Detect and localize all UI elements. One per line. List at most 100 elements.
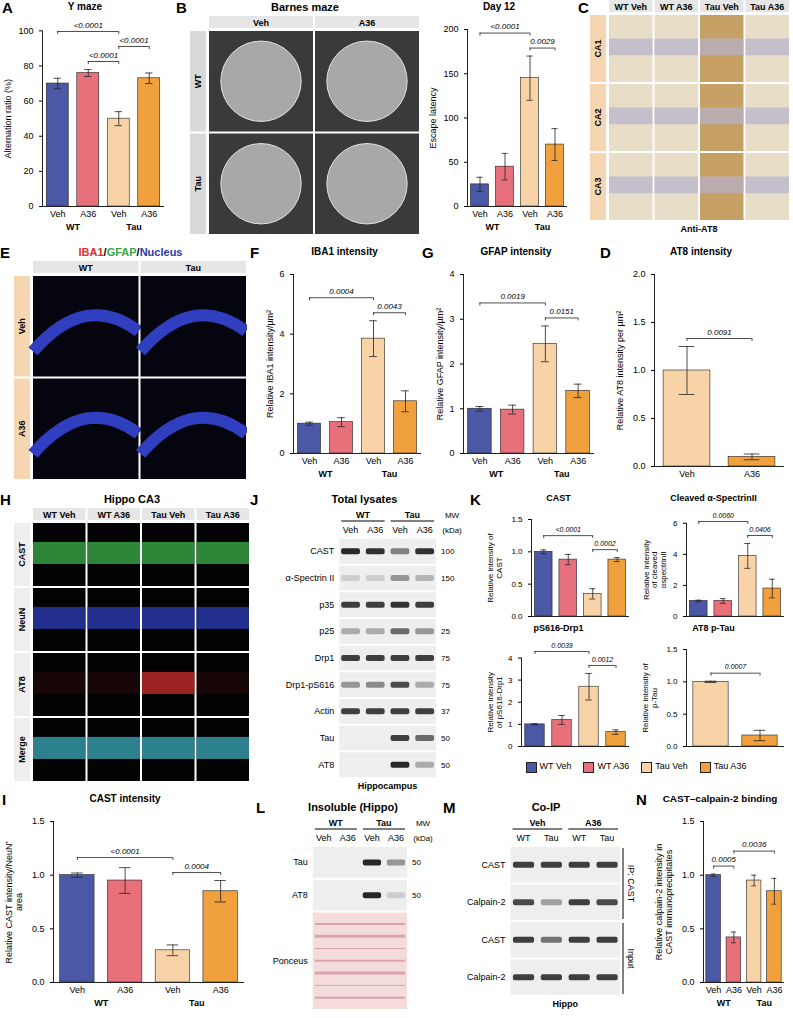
svg-text:WT: WT (94, 998, 108, 1008)
svg-text:0.5: 0.5 (633, 413, 646, 423)
svg-text:0.0005: 0.0005 (712, 855, 737, 864)
svg-text:A36: A36 (367, 525, 383, 535)
svg-text:(kDa): (kDa) (413, 834, 433, 843)
svg-text:0.0060: 0.0060 (713, 512, 735, 519)
svg-text:Tau A36: Tau A36 (750, 2, 784, 12)
svg-text:Tau: Tau (757, 998, 772, 1008)
svg-text:WT A36: WT A36 (660, 2, 693, 12)
svg-text:p35: p35 (319, 600, 334, 610)
svg-text:WT: WT (356, 510, 370, 520)
svg-text:CA2: CA2 (593, 108, 603, 126)
svg-text:Veh: Veh (529, 818, 545, 828)
svg-text:2: 2 (449, 359, 454, 369)
svg-text:0.0029: 0.0029 (530, 37, 555, 46)
svg-text:0.0036: 0.0036 (742, 840, 767, 849)
svg-text:50: 50 (412, 858, 421, 867)
svg-text:<0.0001: <0.0001 (74, 21, 103, 30)
svg-text:0: 0 (673, 612, 678, 621)
svg-text:0: 0 (279, 448, 284, 458)
svg-text:A36: A36 (766, 985, 782, 995)
svg-text:Insoluble (Hippo): Insoluble (Hippo) (308, 801, 398, 813)
svg-text:Calpain-2: Calpain-2 (467, 972, 506, 982)
svg-text:Veh: Veh (364, 833, 380, 843)
svg-text:Veh: Veh (165, 985, 181, 995)
svg-text:Relative intensity ofp-Tau: Relative intensity ofp-Tau (641, 663, 659, 733)
svg-text:0.5: 0.5 (511, 580, 523, 589)
svg-text:0.0091: 0.0091 (707, 328, 731, 337)
svg-text:CAST: CAST (482, 935, 507, 945)
svg-text:60: 60 (23, 96, 33, 106)
svg-text:Veh: Veh (746, 985, 762, 995)
svg-text:0.0012: 0.0012 (592, 656, 614, 663)
svg-text:25: 25 (441, 627, 450, 636)
svg-text:WT: WT (66, 222, 80, 232)
svg-text:Tau: Tau (189, 998, 204, 1008)
svg-text:WT: WT (517, 833, 531, 843)
svg-text:<0.0001: <0.0001 (89, 51, 118, 60)
svg-text:Merge: Merge (17, 736, 27, 763)
svg-text:0.0: 0.0 (32, 977, 45, 987)
svg-text:Relative AT8 intensity per µm²: Relative AT8 intensity per µm² (615, 311, 625, 431)
svg-text:Tau Veh: Tau Veh (151, 510, 185, 520)
svg-text:Veh: Veh (316, 833, 332, 843)
svg-text:Tau: Tau (405, 510, 420, 520)
svg-text:0.5: 0.5 (682, 924, 695, 934)
svg-text:0.0: 0.0 (511, 612, 523, 621)
svg-text:50: 50 (448, 157, 458, 167)
svg-text:0.0043: 0.0043 (377, 302, 402, 311)
svg-text:0.0004: 0.0004 (329, 287, 354, 296)
svg-text:WT: WT (489, 469, 503, 479)
svg-text:WT: WT (486, 222, 500, 232)
svg-text:75: 75 (441, 681, 450, 690)
svg-text:A36: A36 (17, 420, 27, 437)
svg-text:Actin: Actin (314, 706, 334, 716)
svg-text:WT Veh: WT Veh (43, 510, 76, 520)
svg-text:Veh: Veh (522, 209, 538, 219)
svg-text:Tau: Tau (186, 263, 201, 273)
svg-text:Relative calpain-2 intensity i: Relative calpain-2 intensity inCAST immu… (654, 844, 674, 961)
svg-text:2: 2 (279, 389, 284, 399)
svg-text:CA3: CA3 (593, 177, 603, 195)
svg-text:CAST: CAST (17, 542, 27, 567)
svg-text:Co-IP: Co-IP (532, 801, 561, 813)
svg-text:AT8: AT8 (17, 676, 27, 692)
svg-text:1.0: 1.0 (682, 870, 695, 880)
svg-text:Barnes maze: Barnes maze (271, 1, 339, 13)
svg-text:Tau: Tau (544, 833, 559, 843)
svg-text:Relative intensityof pS616-Drp: Relative intensityof pS616-Drp1 (486, 672, 504, 732)
svg-text:Tau: Tau (293, 857, 308, 867)
svg-text:A36: A36 (359, 18, 376, 28)
svg-text:Veh: Veh (50, 209, 66, 219)
svg-text:0.0007: 0.0007 (725, 663, 748, 670)
svg-text:(kDa): (kDa) (442, 526, 462, 535)
svg-text:Tau A36: Tau A36 (206, 510, 240, 520)
svg-text:<0.0001: <0.0001 (490, 22, 519, 31)
svg-text:0: 0 (449, 448, 454, 458)
svg-text:A36: A36 (417, 525, 433, 535)
svg-text:Relative intensity ofCAST: Relative intensity ofCAST (486, 533, 504, 603)
svg-text:A36: A36 (213, 985, 229, 995)
svg-text:A36: A36 (726, 985, 742, 995)
svg-text:WT: WT (193, 74, 203, 88)
svg-text:1.0: 1.0 (511, 547, 523, 556)
svg-text:0.0151: 0.0151 (550, 307, 574, 316)
svg-text:Relative GFAP intensity/µm²: Relative GFAP intensity/µm² (435, 308, 445, 421)
svg-text:WT: WT (572, 833, 586, 843)
svg-text:Relative IBA1 intensity/µm²: Relative IBA1 intensity/µm² (265, 310, 275, 418)
svg-text:A36: A36 (333, 456, 349, 466)
svg-text:1.5: 1.5 (32, 816, 45, 826)
svg-text:0: 0 (28, 201, 33, 211)
svg-text:A36: A36 (388, 833, 404, 843)
svg-text:Drp1-pS616: Drp1-pS616 (286, 680, 335, 690)
svg-text:0.0: 0.0 (682, 977, 695, 987)
svg-text:4: 4 (673, 550, 678, 559)
svg-text:80: 80 (23, 61, 33, 71)
svg-text:WT: WT (79, 263, 93, 273)
svg-text:MW: MW (416, 819, 431, 828)
svg-text:α-Spectrin II: α-Spectrin II (285, 573, 334, 583)
svg-text:AT8: AT8 (292, 890, 308, 900)
svg-text:2: 2 (508, 698, 513, 707)
svg-text:Veh: Veh (472, 209, 488, 219)
svg-text:50: 50 (441, 734, 450, 743)
svg-text:3: 3 (449, 314, 454, 324)
